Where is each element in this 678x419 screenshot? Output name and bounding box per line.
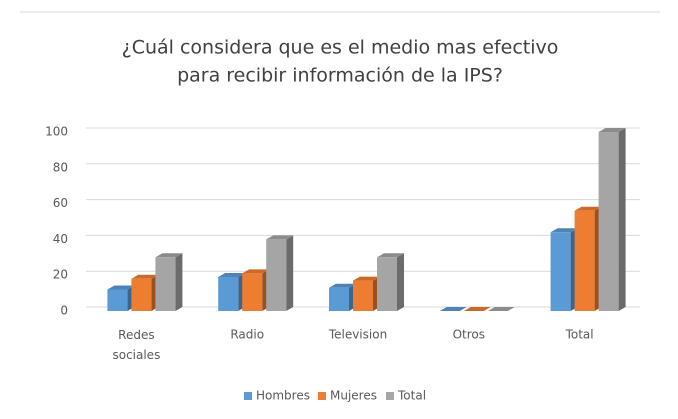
bar-side — [397, 253, 404, 311]
bar-top — [439, 307, 467, 311]
y-tick-label: 40 — [53, 232, 68, 246]
legend-swatch — [244, 392, 252, 400]
x-tick-label: Radio — [230, 328, 264, 342]
y-tick-label: 20 — [53, 268, 68, 282]
bar — [329, 287, 349, 311]
bar — [131, 278, 152, 311]
legend-swatch — [386, 392, 394, 400]
bar-top — [487, 307, 515, 311]
y-tick-label: 60 — [53, 196, 68, 210]
bar-top — [463, 307, 491, 311]
bar-top — [107, 285, 135, 290]
bar — [550, 232, 571, 311]
bar-side — [618, 128, 626, 311]
x-tick-label: Otros — [453, 328, 485, 342]
bar-top — [155, 253, 183, 258]
bar — [218, 276, 239, 311]
y-tick-label: 100 — [45, 125, 68, 139]
y-tick-label: 80 — [53, 160, 68, 174]
bar-top — [574, 206, 602, 211]
bar — [598, 132, 619, 311]
y-tick-label: 0 — [60, 304, 68, 318]
bar-top — [550, 228, 578, 233]
bar — [574, 210, 595, 311]
bar — [242, 273, 263, 311]
bar-top — [353, 276, 380, 281]
bar-side — [175, 253, 183, 311]
legend-label: Hombres — [256, 389, 310, 403]
chart-title: ¿Cuál considera que es el medio mas efec… — [122, 37, 559, 59]
x-tick-label: Redes sociales — [112, 328, 160, 362]
bar-top — [242, 269, 270, 274]
legend-label: Mujeres — [330, 389, 377, 403]
legend-label: Total — [397, 389, 426, 403]
bar — [353, 280, 373, 311]
x-tick-label: Total — [565, 328, 594, 342]
bar — [377, 257, 397, 311]
bar-side — [286, 235, 294, 311]
bar-top — [266, 235, 294, 240]
legend-swatch — [318, 392, 326, 400]
bar-top — [598, 128, 626, 132]
x-tick-label: Television — [328, 328, 387, 342]
bar — [107, 289, 128, 311]
bar-top — [131, 274, 159, 279]
bar-top — [329, 283, 356, 288]
bar-top — [218, 272, 246, 277]
chart-title: para recibir información de la IPS? — [177, 65, 503, 87]
bar-top — [377, 253, 404, 258]
bar — [266, 239, 287, 311]
bar — [155, 257, 176, 311]
